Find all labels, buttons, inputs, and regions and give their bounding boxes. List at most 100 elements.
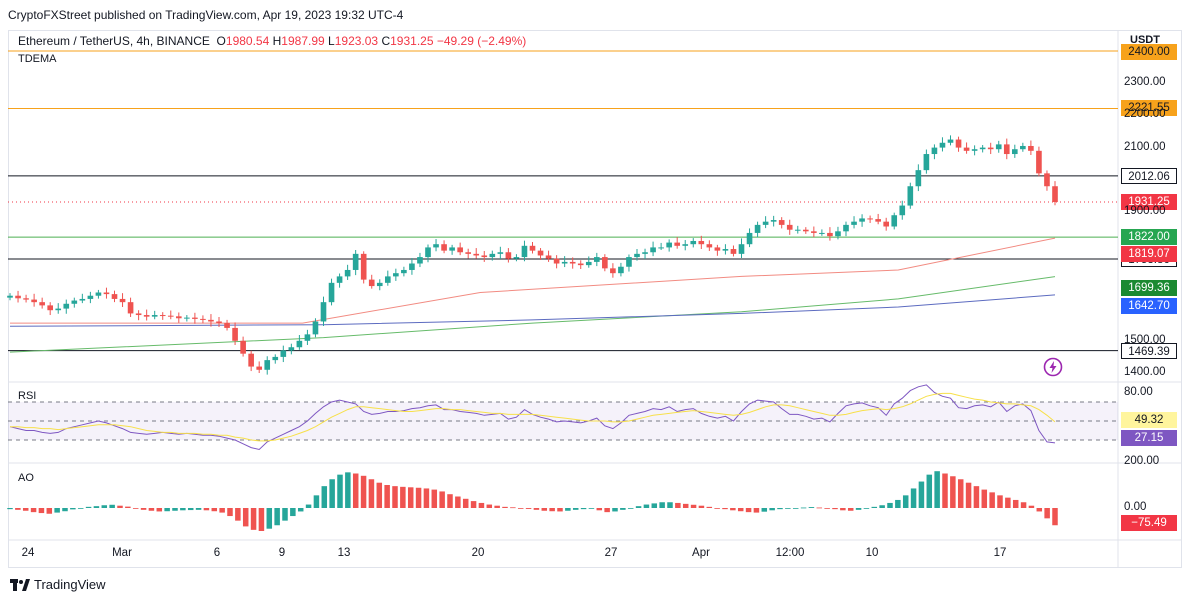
ao-bar [117, 505, 123, 508]
candle-body [352, 253, 359, 270]
level-tag-2400: 2400.00 [1121, 44, 1177, 60]
candle-body [296, 340, 303, 348]
ao-bar [604, 508, 610, 513]
candle-body [1003, 144, 1010, 155]
ao-bar [46, 508, 53, 514]
ao-bar [926, 474, 933, 508]
candle-body [240, 340, 246, 354]
candle-body [135, 313, 142, 316]
ao-bar [85, 506, 92, 508]
candle-body [433, 244, 439, 248]
ao-bar [549, 508, 555, 512]
close-label: C [381, 34, 391, 48]
candle-body [39, 302, 45, 306]
candle-body [497, 252, 504, 254]
candle-body [119, 298, 126, 303]
candle-body [473, 253, 480, 256]
ao-bar [250, 508, 257, 530]
price-tick: 1500.00 [1124, 333, 1166, 346]
ao-bar [242, 508, 249, 527]
tdema-tag: 1642.70 [1121, 298, 1177, 314]
ao-bar [400, 486, 406, 508]
ao-bar [219, 508, 225, 513]
pane-label-ao[interactable]: AO [18, 472, 34, 484]
candle-body [167, 315, 174, 317]
time-tick: 27 [604, 547, 618, 559]
candle-body [923, 154, 930, 171]
candle-body [553, 258, 560, 264]
candle-body [971, 149, 978, 151]
low-label: L [328, 34, 335, 48]
last-price-tag: 1931.25 [1121, 193, 1177, 210]
ao-bar [30, 508, 37, 513]
candle-body [465, 252, 472, 254]
ao-bar [816, 507, 823, 509]
candle-body [95, 292, 102, 296]
ao-bar [620, 508, 626, 510]
candle-body [658, 247, 664, 249]
tradingview-logo[interactable]: TradingView [10, 577, 106, 592]
ao-bar [439, 491, 445, 508]
candle-body [47, 305, 54, 311]
tdema-line [9, 276, 1056, 353]
ao-bar [431, 489, 438, 508]
candle-body [545, 255, 552, 259]
candle-body [770, 220, 777, 222]
candle-body [264, 360, 271, 370]
candle-body [674, 242, 681, 246]
candle-body [184, 317, 190, 319]
pane-separators [8, 30, 1182, 568]
ao-bar [1028, 505, 1035, 508]
ao-bar [164, 508, 170, 512]
pane-label-rsi[interactable]: RSI [18, 390, 37, 402]
candle-body [151, 315, 158, 317]
candle-body [585, 261, 592, 266]
candle-body [939, 142, 946, 148]
candle-body [947, 139, 954, 143]
ao-bar [368, 479, 375, 508]
ao-bar [195, 508, 202, 510]
ao-bar [722, 508, 728, 510]
open-label: O [216, 34, 226, 48]
candle-body [376, 282, 383, 287]
ao-bar [1044, 508, 1050, 519]
ao-bar [706, 506, 713, 508]
candle-body [280, 350, 287, 357]
price-tick: 1400.00 [1124, 366, 1166, 378]
candle-body [481, 255, 488, 258]
ao-bar [227, 508, 233, 517]
ao-bar [180, 508, 186, 511]
ao-bar [950, 476, 956, 508]
publisher-line: CryptoFXStreet published on TradingView.… [8, 8, 404, 22]
ao-bar [423, 488, 430, 508]
ao-bar [337, 474, 343, 508]
ao-bar [596, 508, 603, 511]
ao-bar [580, 508, 587, 510]
tradingview-logo-text: TradingView [34, 577, 106, 592]
indicator-label-tdema[interactable]: TDEMA [18, 53, 57, 65]
candle-body [441, 244, 447, 251]
ao-bar [478, 502, 485, 508]
ao-bar [62, 508, 68, 512]
ao-bar [934, 471, 940, 508]
lightning-icon[interactable] [1043, 357, 1063, 377]
ao-bar [643, 504, 650, 508]
ao-bar [989, 492, 995, 508]
rsi-tick: 80.00 [1124, 385, 1153, 398]
candle-body [256, 366, 263, 370]
candle-body [698, 240, 705, 245]
ao-bar [997, 495, 1003, 508]
price-tick: 1900.00 [1124, 205, 1166, 217]
ao-bar [211, 508, 218, 512]
ao-bar [70, 508, 76, 510]
candle-body [232, 327, 238, 341]
candle-body [811, 231, 817, 233]
symbol-label[interactable]: Ethereum / TetherUS, 4h, BINANCE [18, 34, 210, 48]
candle-body [827, 232, 833, 237]
candle-body [1020, 145, 1026, 150]
candle-body [505, 252, 512, 259]
candle-body [569, 261, 576, 264]
low-value: 1923.03 [334, 34, 379, 48]
ao-bar [376, 482, 383, 508]
